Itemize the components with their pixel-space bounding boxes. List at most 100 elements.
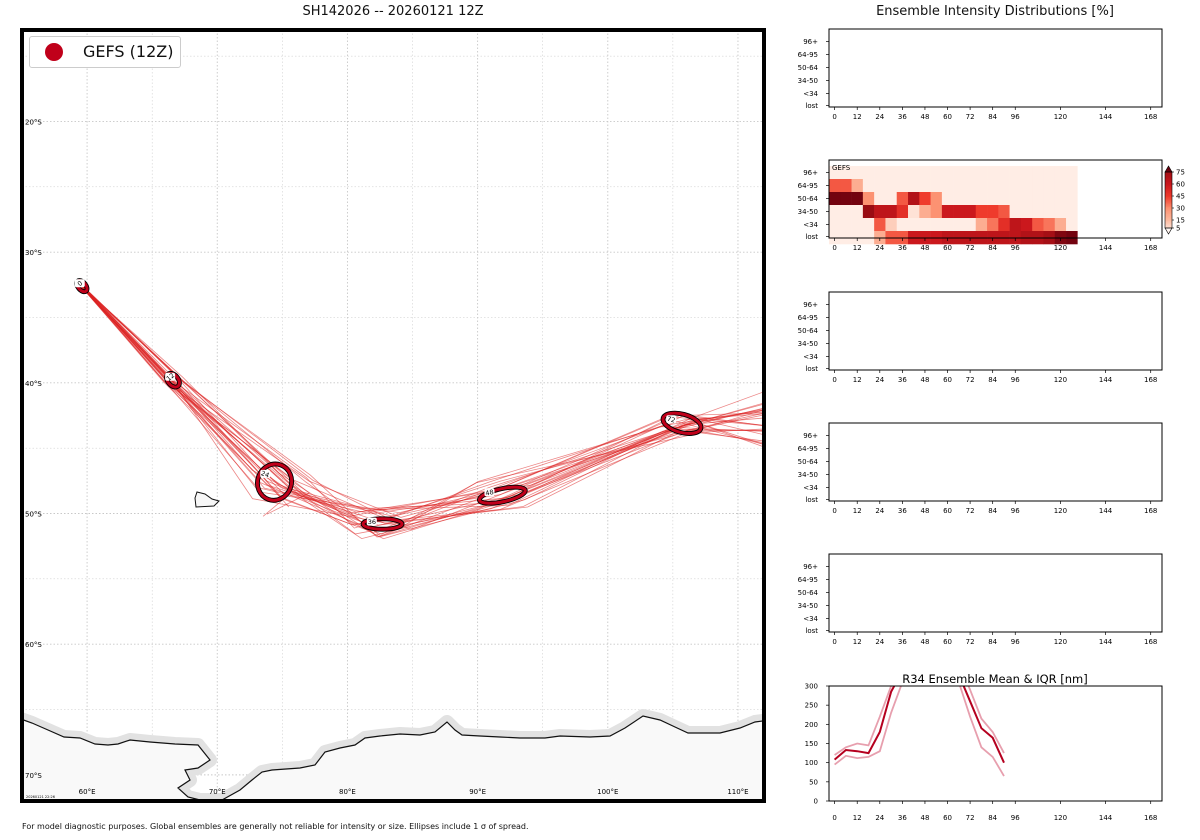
map-background <box>22 30 764 801</box>
y-tick-label: <34 <box>803 90 818 98</box>
heatmap-cell <box>908 218 920 232</box>
heatmap-cell <box>874 192 886 206</box>
lon-tick-label: 70°E <box>209 788 226 796</box>
x-tick-label: 144 <box>1099 244 1113 252</box>
heatmap-cell <box>987 166 999 180</box>
y-tick-label: 96+ <box>803 432 818 440</box>
x-tick-label: 48 <box>920 507 929 515</box>
colorbar-segment <box>1165 173 1172 176</box>
heatmap-cell <box>1066 205 1078 219</box>
x-tick-label: 120 <box>1054 638 1067 646</box>
heatmap-cell <box>919 192 931 206</box>
colorbar-tick-label: 5 <box>1176 225 1180 233</box>
heatmap-cell <box>1054 166 1067 180</box>
x-tick-label: 36 <box>898 638 907 646</box>
heatmap-cell <box>998 166 1010 180</box>
heatmap-cell <box>908 179 920 193</box>
y-tick-label: 50-64 <box>798 327 819 335</box>
y-tick-label: lost <box>805 365 818 373</box>
r34-y-tick-label: 150 <box>805 740 818 748</box>
heatmap-cell <box>829 166 841 180</box>
heatmap-cell <box>1043 166 1056 180</box>
heatmap-cell <box>840 205 852 219</box>
y-tick-label: 50-64 <box>798 195 819 203</box>
x-tick-label: 60 <box>943 244 952 252</box>
heatmap-cell <box>862 179 875 193</box>
colorbar-segment <box>1165 179 1172 181</box>
forecast-ellipse <box>361 517 404 531</box>
r34-x-tick-label: 144 <box>1099 814 1113 822</box>
heatmap-cell <box>998 192 1010 206</box>
heatmap-cell <box>829 205 841 219</box>
heatmap-cell <box>975 205 988 219</box>
x-tick-label: 36 <box>898 244 907 252</box>
colorbar-segment <box>1165 172 1172 174</box>
forecast-ellipse <box>661 411 703 436</box>
ellipse-label-bg <box>260 469 271 478</box>
heatmap-cell <box>1032 166 1044 180</box>
lat-tick-label: 40°S <box>25 380 42 388</box>
r34-y-tick-label: 100 <box>805 759 818 767</box>
x-tick-label: 168 <box>1144 507 1157 515</box>
y-tick-label: 34-50 <box>798 340 818 348</box>
colorbar-segment <box>1165 226 1172 229</box>
x-tick-label: 72 <box>966 376 975 384</box>
x-tick-label: 12 <box>853 113 862 121</box>
heatmap-cell <box>987 179 999 193</box>
heatmap-cell <box>987 205 999 219</box>
heatmap-cell <box>1066 179 1078 193</box>
colorbar-segment <box>1165 222 1172 225</box>
heatmap-cell <box>1054 218 1067 232</box>
x-tick-label: 168 <box>1144 376 1157 384</box>
r34-y-tick-label: 200 <box>805 721 818 729</box>
heatmap-cell <box>941 205 954 219</box>
intensity-panel: 96+ 64-95 50-64 34-50 <34 lost 0 12 24 36 48 60 72 84… <box>798 28 1163 121</box>
r34-x-tick-label: 36 <box>898 814 907 822</box>
lat-tick-label: 70°S <box>25 772 42 780</box>
colorbar-segment <box>1165 188 1172 191</box>
x-tick-label: 0 <box>832 507 836 515</box>
colorbar-segment <box>1165 211 1172 213</box>
colorbar-segment <box>1165 212 1172 215</box>
ellipse-label-bg <box>484 488 495 497</box>
colorbar-segment <box>1165 214 1172 216</box>
x-tick-label: 84 <box>988 113 997 121</box>
r34-x-tick-label: 48 <box>920 814 929 822</box>
heatmap-cell <box>953 218 965 232</box>
x-tick-label: 36 <box>898 507 907 515</box>
heatmap-cell <box>919 179 931 193</box>
heatmap-cell <box>851 205 864 219</box>
x-tick-label: 72 <box>966 113 975 121</box>
heatmap-cell <box>998 179 1010 193</box>
heatmap-cell <box>941 192 954 206</box>
heatmap-cell <box>930 218 943 232</box>
r34-x-tick-label: 120 <box>1054 814 1067 822</box>
r34-plot-area <box>833 686 1005 777</box>
heatmap-cell <box>941 166 954 180</box>
panel-frame <box>828 422 1163 502</box>
ellipse-hour-label: 48 <box>485 488 495 498</box>
heatmap-cell <box>998 218 1010 232</box>
map-title: SH142026 -- 20260121 12Z <box>302 4 484 19</box>
heatmap-cell <box>1043 179 1056 193</box>
heatmap-cell <box>1066 218 1078 232</box>
heatmap-cell <box>1009 179 1022 193</box>
y-tick-label: 96+ <box>803 38 818 46</box>
map-content: 0 12 24 36 48 72 <box>22 30 764 801</box>
heatmap-cell <box>1066 192 1078 206</box>
colorbar-segment <box>1165 197 1172 199</box>
r34-iqr-lower-line <box>834 686 1005 777</box>
y-tick-label: 96+ <box>803 301 818 309</box>
heatmap-cell <box>930 192 943 206</box>
heatmap-cell <box>851 166 864 180</box>
heatmap-cell <box>1043 205 1056 219</box>
x-tick-label: 0 <box>832 638 836 646</box>
lon-tick-label: 110°E <box>727 788 748 796</box>
antarctica-coastline <box>22 715 764 801</box>
legend: GEFS (12Z) <box>29 36 181 68</box>
colorbar-tick-label: 60 <box>1176 181 1185 189</box>
heatmap-cell <box>941 179 954 193</box>
y-tick-label: <34 <box>803 615 818 623</box>
y-tick-label: lost <box>805 102 818 110</box>
heatmap-cell <box>998 205 1010 219</box>
